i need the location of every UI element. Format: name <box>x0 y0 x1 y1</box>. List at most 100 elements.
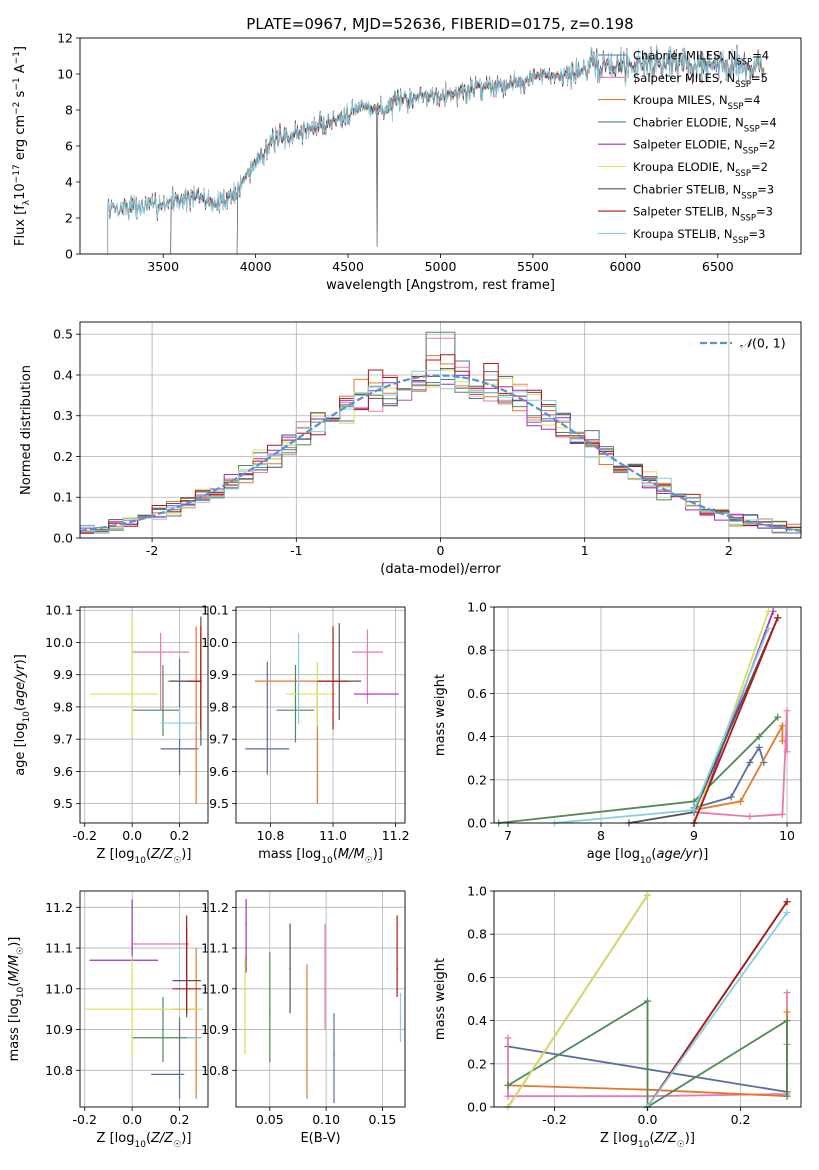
x-tick-label: 3500 <box>147 259 179 274</box>
point-salpeter-stelib <box>332 680 334 682</box>
weight-marker-kroupa-miles <box>737 797 745 805</box>
y-tick-label: 0.3 <box>53 408 73 423</box>
y-tick-label: 9.8 <box>53 699 73 714</box>
x-tick-label: 9 <box>690 828 698 843</box>
weight-line-kroupa-stelib <box>554 628 770 824</box>
legend-label-salpeter-miles: Salpeter MILES, NSSP=5 <box>633 71 768 90</box>
y-tick-label: 10.9 <box>45 1022 73 1037</box>
point-kroupa-stelib <box>200 1036 202 1039</box>
x-tick-label: 6500 <box>702 259 734 274</box>
x-tick-label: -0.2 <box>73 1112 97 1127</box>
point-salpeter-stelib <box>200 680 202 682</box>
weight-marker-chabrier-miles <box>755 743 763 751</box>
weight-marker-kroupa-miles <box>783 1008 791 1016</box>
y-tick-label: 11.1 <box>201 941 229 956</box>
residuals-panel: -2 -1 0 1 2 0.0 0.1 0.2 0.3 0.4 0.5 𝒩(0, 1) (data-mo… <box>19 321 802 577</box>
y-tick-label: 0.6 <box>467 686 487 701</box>
point-salpeter-miles <box>159 651 162 653</box>
point-chabrier-miles <box>266 748 269 750</box>
x-tick-label: 0.2 <box>170 828 190 843</box>
weight-marker-kroupa-miles <box>778 737 786 745</box>
x-tick-label: 6000 <box>609 259 641 274</box>
point-salpeter-stelib <box>185 988 188 990</box>
weight-marker-salpeter-miles <box>783 748 791 756</box>
point-kroupa-elodie <box>316 693 319 695</box>
weight-marker-chabrier-miles <box>727 793 735 801</box>
age-vs-Z-panel: -0.2 0.0 0.2 9.5 9.6 9.7 9.8 9.9 10.0 10.1 Z [log1… <box>13 603 209 866</box>
weight-line-kroupa-stelib <box>646 912 788 1108</box>
point-salpeter-elodie <box>354 693 356 695</box>
x-tick-label: 0.0 <box>638 1112 658 1127</box>
weight-marker-salpeter-miles <box>504 1092 512 1100</box>
y-tick-label: 10.0 <box>201 635 229 650</box>
x-axis-label: (data-model)/error <box>380 562 501 577</box>
point-chabrier-elodie <box>162 709 164 711</box>
weight-marker-kroupa-stelib <box>764 625 772 633</box>
y-tick-label: 0 <box>65 247 73 262</box>
y-tick-label: 2 <box>65 211 73 226</box>
y-tick-label: 1.0 <box>467 600 487 615</box>
point-salpeter-elodie <box>245 922 247 925</box>
point-chabrier-miles <box>333 1053 335 1055</box>
x-tick-label: 1 <box>581 543 589 558</box>
weight-line-kroupa-miles <box>693 722 784 811</box>
x-tick-label: 0.10 <box>312 1112 340 1127</box>
weight-marker-salpeter-miles <box>778 810 786 818</box>
y-tick-label: 8 <box>65 103 73 118</box>
x-tick-label: 0.0 <box>122 828 142 843</box>
weight-line-kroupa-elodie <box>507 894 649 1108</box>
y-tick-label: 9.7 <box>209 732 229 747</box>
x-tick-label: -2 <box>146 543 158 558</box>
weight-marker-salpeter-miles <box>783 989 791 997</box>
y-tick-label: 1.0 <box>467 884 487 899</box>
x-tick-label: 7 <box>504 828 512 843</box>
x-tick-label: 11.0 <box>319 828 347 843</box>
legend-label-kroupa-elodie: Kroupa ELODIE, NSSP=2 <box>633 160 768 179</box>
point-kroupa-stelib <box>178 722 181 724</box>
weight-marker-salpeter-miles <box>746 813 754 821</box>
weight-marker-salpeter-miles <box>783 707 791 715</box>
weight-marker-chabrier-miles <box>746 759 754 767</box>
x-axis-label: age [log10(age/yr)] <box>587 847 709 866</box>
point-kroupa-elodie <box>244 1008 246 1010</box>
weight-marker-chabrier-elodie <box>783 1092 791 1100</box>
y-tick-label: 0.4 <box>53 367 73 382</box>
y-tick-label: 11.2 <box>201 900 229 915</box>
weight-marker-chabrier-elodie <box>783 1017 791 1025</box>
x-axis-label: Z [log10(Z/Z☉)] <box>97 847 192 866</box>
point-kroupa-stelib <box>297 722 300 724</box>
x-axis-label: E(B-V) <box>300 1131 340 1146</box>
y-tick-label: 11.0 <box>201 981 229 996</box>
y-tick-label: 9.6 <box>209 764 229 779</box>
legend-label-gaussian: 𝒩(0, 1) <box>740 336 786 351</box>
x-axis-label: mass [log10(M/M☉)] <box>258 847 383 866</box>
x-tick-label: -0.2 <box>542 1112 566 1127</box>
y-tick-label: 10.1 <box>201 603 229 618</box>
y-tick-label: 9.9 <box>209 667 229 682</box>
y-tick-label: 0.4 <box>467 729 487 744</box>
y-tick-label: 9.8 <box>209 699 229 714</box>
y-axis-label: Flux [fλ10−17 erg cm−2 s−1 A−1] <box>12 46 32 246</box>
legend-label-chabrier-stelib: Chabrier STELIB, NSSP=3 <box>633 182 774 201</box>
point-chabrier-stelib <box>289 967 291 970</box>
point-kroupa-elodie <box>131 693 133 695</box>
x-tick-label: 0.2 <box>170 1112 190 1127</box>
y-tick-label: 10.8 <box>45 1063 73 1078</box>
weight-marker-salpeter-stelib <box>774 614 782 622</box>
y-tick-label: 9.5 <box>53 796 73 811</box>
point-salpeter-miles <box>366 651 369 653</box>
weight-marker-chabrier-elodie <box>755 733 763 741</box>
weight-marker-chabrier-elodie <box>644 997 651 1005</box>
spectrum-panel: 3500 4000 4500 5000 5500 6000 6500 0 2 4 6 8 10 12 Cha… <box>12 31 802 293</box>
weight-marker-chabrier-elodie <box>774 713 782 721</box>
gaussian-reference-curve <box>79 374 802 532</box>
x-tick-label: 0.2 <box>731 1112 751 1127</box>
y-tick-label: 10.9 <box>201 1022 229 1037</box>
legend-label-salpeter-elodie: Salpeter ELODIE, NSSP=2 <box>633 138 776 157</box>
y-tick-label: 0.8 <box>467 927 487 942</box>
y-tick-label: 0.0 <box>53 531 73 546</box>
axes-frame <box>79 890 209 1108</box>
x-tick-label: 0.05 <box>256 1112 284 1127</box>
point-chabrier-elodie <box>162 1036 164 1039</box>
